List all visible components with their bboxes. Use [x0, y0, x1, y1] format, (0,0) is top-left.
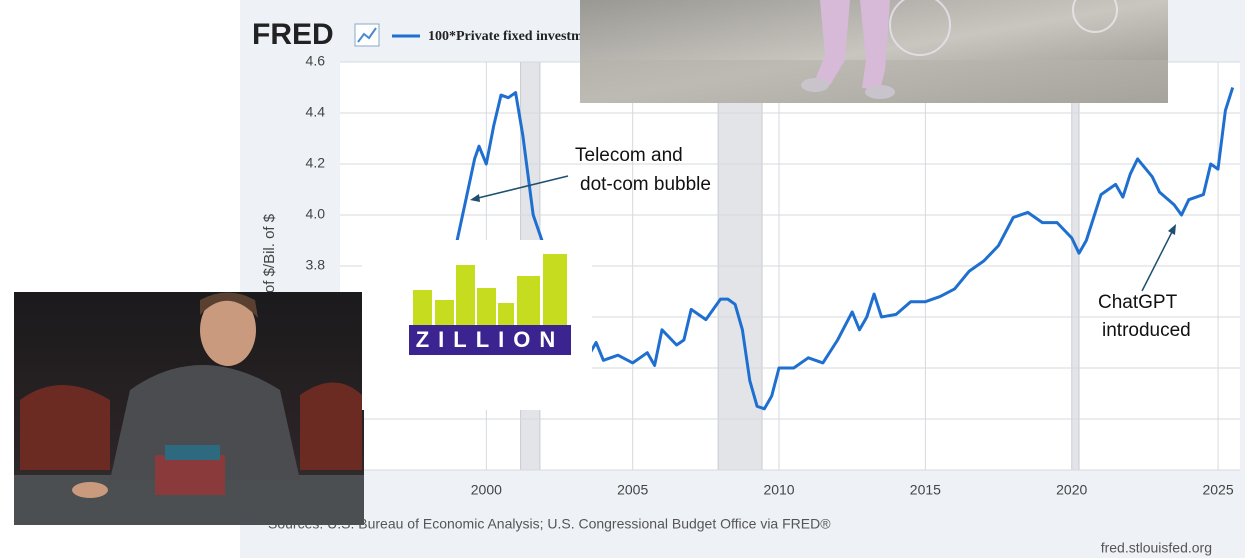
logo-text: ZILLION: [416, 327, 565, 352]
logo-icon: [354, 23, 380, 47]
annotation: ChatGPT: [1098, 292, 1178, 313]
fred-logo: FRED: [252, 18, 334, 51]
arrow-head: [1168, 224, 1176, 235]
y-tick-label: 4.4: [306, 104, 326, 120]
annotation: introduced: [1102, 320, 1191, 341]
photo-bubbles: [580, 0, 1168, 103]
y-tick-label: 4.6: [306, 53, 326, 69]
annotation-arrow: [1141, 229, 1174, 292]
zillion-logo: ZILLION: [362, 240, 592, 410]
annotation: Telecom and: [575, 145, 683, 166]
y-axis-label: Bil. of $/Bil. of $: [261, 213, 278, 318]
logo-icon-line: [357, 27, 377, 43]
arrow-head: [470, 194, 480, 202]
source-url: fred.stlouisfed.org: [1101, 540, 1212, 556]
x-tick-label: 2020: [1056, 482, 1087, 498]
annotation-arrow: [473, 175, 569, 200]
y-tick-label: 4.0: [306, 206, 326, 222]
annotation: dot-com bubble: [580, 174, 711, 195]
y-tick-label: 3.8: [306, 257, 326, 273]
x-tick-label: 2005: [617, 482, 648, 498]
x-tick-label: 2010: [763, 482, 794, 498]
x-tick-label: 2025: [1202, 482, 1233, 498]
y-tick-label: 4.2: [306, 155, 326, 171]
x-tick-label: 2000: [471, 482, 502, 498]
source-note: Sources: U.S. Bureau of Economic Analysi…: [268, 516, 831, 532]
x-tick-label: 2015: [910, 482, 941, 498]
photo-poker: [14, 292, 364, 525]
